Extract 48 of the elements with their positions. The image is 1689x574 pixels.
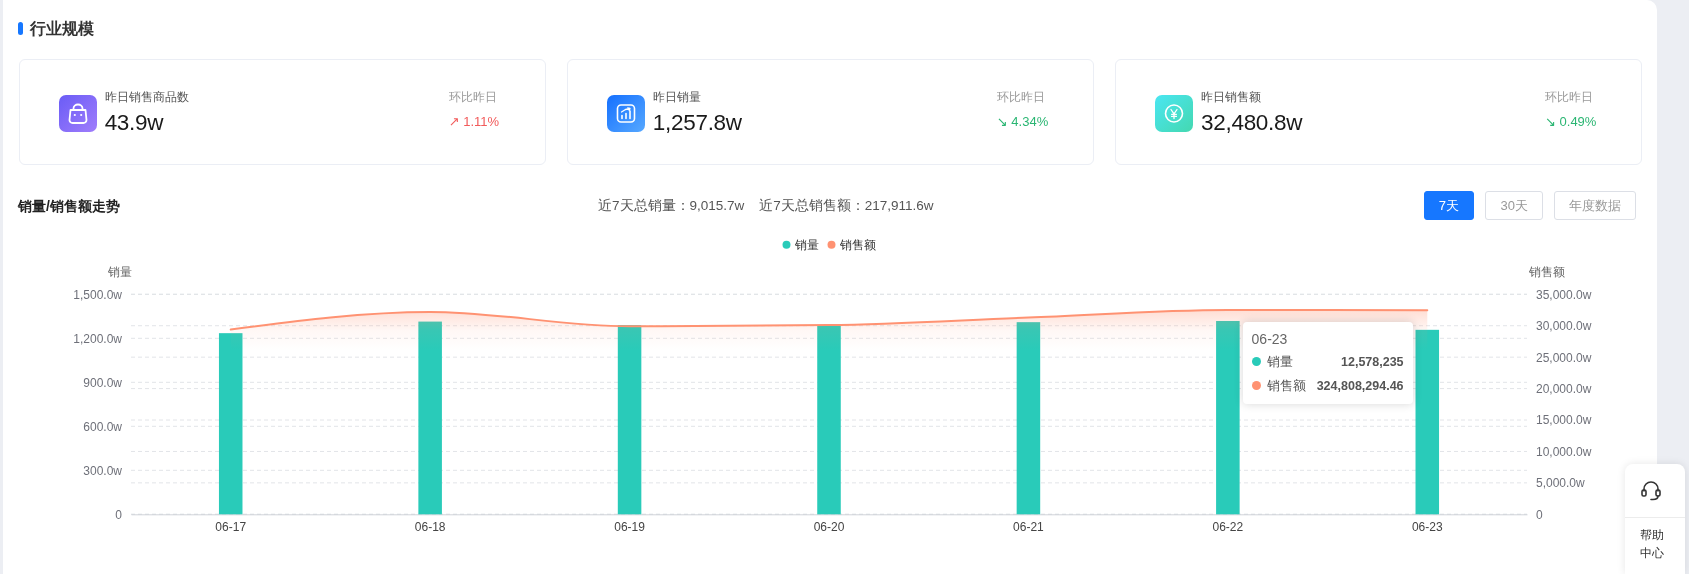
y2-tick-label: 5,000.0w bbox=[1536, 476, 1586, 491]
x-tick-label: 06-17 bbox=[215, 519, 247, 534]
annotation: 12,578,235 bbox=[1340, 353, 1404, 371]
text: ↘ 0.49% bbox=[1545, 114, 1597, 131]
chart-subtitle: 近7天总销量：9,015.7w 近7天总销售额：217,911.6w bbox=[598, 197, 934, 216]
text: 环比昨日 bbox=[996, 89, 1045, 104]
x-tick-label: 06-21 bbox=[1013, 519, 1045, 534]
text: 1,257.8w bbox=[652, 108, 742, 136]
text: 年度数据 bbox=[1554, 190, 1637, 220]
x-tick-label: 06-19 bbox=[614, 519, 646, 534]
y2-tick-label: 15,000.0w bbox=[1536, 413, 1592, 428]
y-axis-title: 销量 bbox=[106, 265, 132, 280]
text: 销售额 bbox=[839, 237, 876, 252]
y2-axis-title: 销售额 bbox=[1527, 265, 1565, 280]
y2-tick-label: 20,000.0w bbox=[1536, 381, 1592, 396]
x-tick-label: 06-18 bbox=[414, 519, 446, 534]
legend-label: 销量 bbox=[1266, 353, 1293, 371]
text: 43.9w bbox=[104, 108, 164, 136]
text: 销量 bbox=[794, 237, 819, 252]
text: 昨日销量 bbox=[652, 89, 701, 104]
y-tick-label: 1,500.0w bbox=[73, 287, 123, 302]
text: 环比昨日 bbox=[448, 89, 497, 104]
x-tick-label: 06-23 bbox=[1411, 519, 1443, 534]
category-label: 06-23 bbox=[1251, 330, 1288, 347]
y2-tick-label: 25,000.0w bbox=[1536, 350, 1592, 365]
y-tick-label: 0 bbox=[115, 507, 123, 522]
y-tick-label: 600.0w bbox=[83, 419, 123, 434]
y-tick-label: 1,200.0w bbox=[73, 331, 123, 346]
text: 32,480.8w bbox=[1201, 108, 1303, 136]
text: 帮助中心 bbox=[1639, 526, 1665, 562]
text: ↗ 1.11% bbox=[448, 114, 500, 131]
y2-tick-label: 10,000.0w bbox=[1536, 444, 1592, 459]
text: 行业规模 bbox=[30, 19, 94, 38]
text: 昨日销售商品数 bbox=[104, 89, 189, 104]
text: 昨日销售额 bbox=[1201, 89, 1262, 104]
y2-tick-label: 30,000.0w bbox=[1536, 319, 1592, 334]
y-tick-label: 900.0w bbox=[83, 375, 123, 390]
legend-label: 销售额 bbox=[1266, 377, 1306, 395]
text: 7天 bbox=[1423, 190, 1474, 220]
text: 环比昨日 bbox=[1545, 89, 1594, 104]
chart-title: 销量/销售额走势 bbox=[18, 197, 120, 216]
text: ↘ 4.34% bbox=[996, 114, 1049, 131]
x-tick-label: 06-22 bbox=[1212, 519, 1244, 534]
y-tick-label: 300.0w bbox=[83, 463, 123, 478]
x-tick-label: 06-20 bbox=[813, 519, 845, 534]
y2-tick-label: 35,000.0w bbox=[1536, 287, 1592, 302]
text: 30天 bbox=[1485, 190, 1543, 220]
y2-tick-label: 0 bbox=[1536, 507, 1543, 522]
